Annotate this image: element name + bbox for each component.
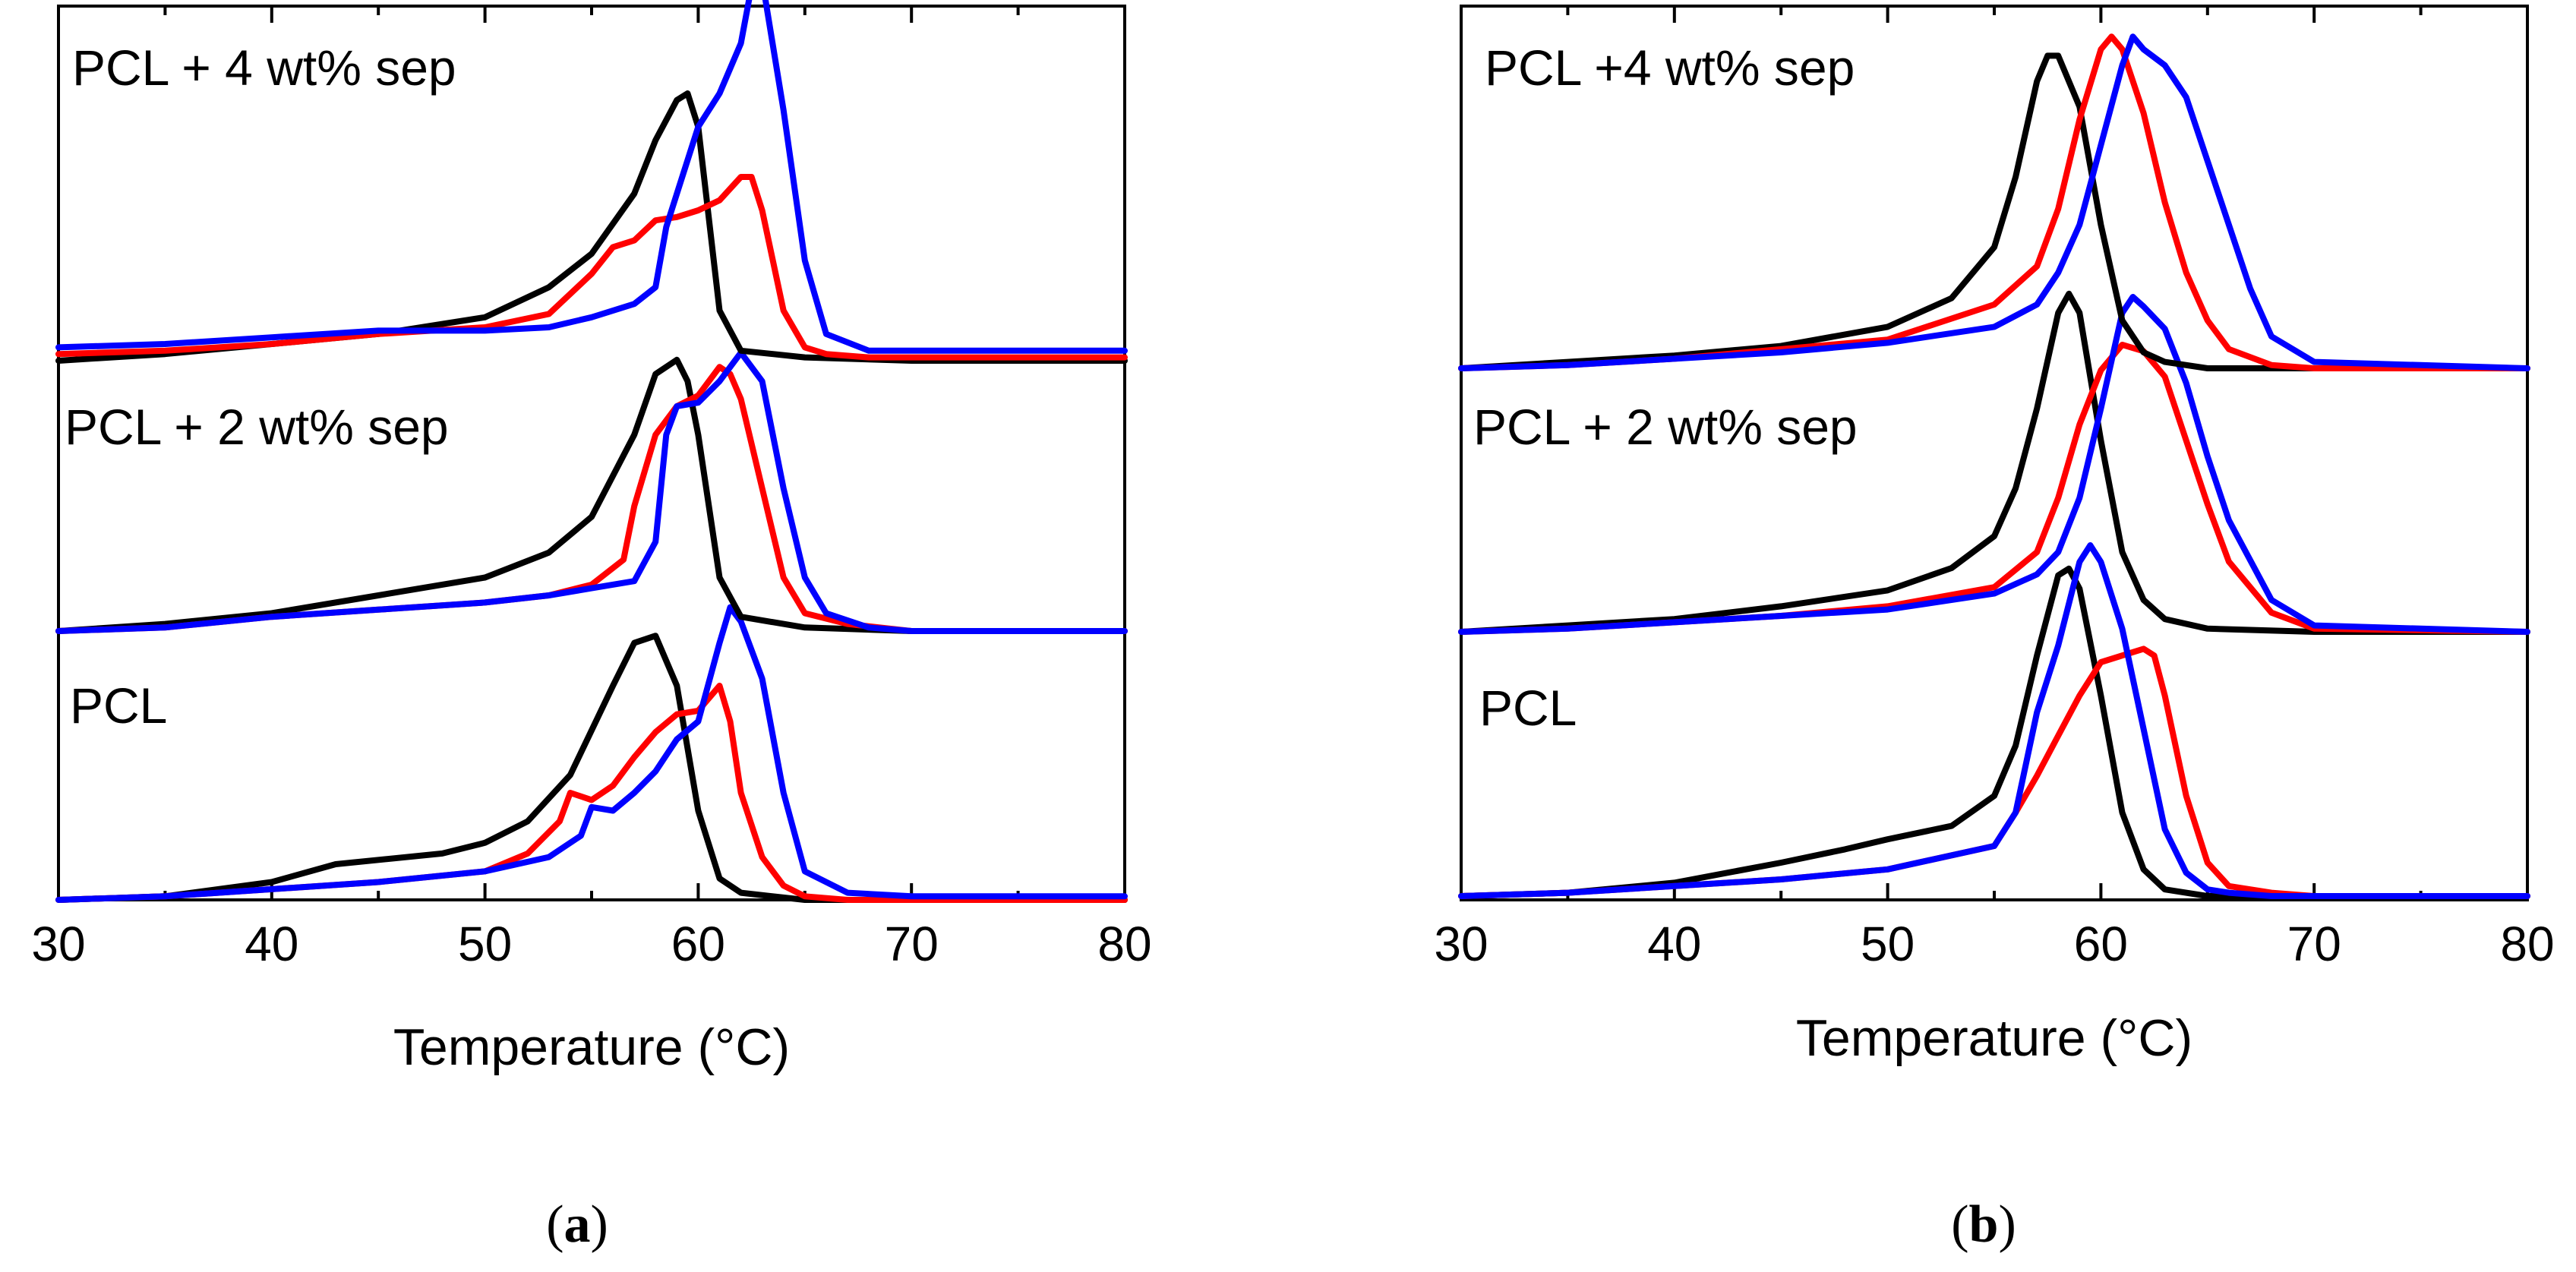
blue-series-line [1458, 542, 2530, 899]
blue-series-line [1458, 294, 2530, 635]
red-series-line [55, 683, 1128, 903]
red-series-line [1458, 342, 2530, 635]
x-tick-label: 50 [458, 917, 512, 971]
blue-series-line [1458, 33, 2530, 371]
x-tick-label: 40 [1647, 917, 1701, 971]
blue-series-line [55, 604, 1128, 903]
trace-label: PCL + 4 wt% sep [72, 39, 456, 96]
trace-group [55, 349, 1128, 634]
x-tick-label: 80 [2500, 917, 2554, 971]
panel-b-chart: 30 40 50 60 70 80 Temperature (°C) (b) PCL PCL + … [1434, 5, 2555, 1254]
panel-a-chart: 30 40 50 60 70 80 Temperature (°C) (a) PCL PCL + … [31, 0, 1152, 1254]
blue-series-line [55, 349, 1128, 634]
trace-label: PCL +4 wt% sep [1485, 39, 1855, 96]
x-tick-label: 60 [671, 917, 725, 971]
black-series-line [1458, 52, 2530, 371]
x-tick-label: 60 [2074, 917, 2128, 971]
trace-label: PCL + 2 wt% sep [1473, 399, 1858, 455]
red-series-line [1458, 645, 2530, 899]
trace-group [1458, 33, 2530, 371]
trace-group [55, 604, 1128, 903]
black-series-line [55, 90, 1128, 364]
trace-group [1458, 542, 2530, 899]
x-tick-label: 70 [2287, 917, 2341, 971]
x-tick-label: 70 [885, 917, 939, 971]
trace-group [55, 0, 1128, 364]
panel-label: (a) [546, 1195, 608, 1254]
x-tick-label: 30 [1434, 917, 1488, 971]
x-axis-title: Temperature (°C) [1796, 1009, 2192, 1067]
black-series-line [55, 356, 1128, 634]
x-tick-label: 30 [31, 917, 85, 971]
trace-group [1458, 290, 2530, 635]
red-series-line [55, 174, 1128, 361]
blue-series-line [55, 0, 1128, 354]
black-series-line [55, 633, 1128, 903]
trace-label: PCL [70, 677, 167, 734]
x-tick-label: 80 [1097, 917, 1151, 971]
x-axis-title: Temperature (°C) [393, 1018, 790, 1076]
trace-label: PCL + 2 wt% sep [65, 399, 449, 455]
red-series-line [1458, 33, 2530, 371]
black-series-line [1458, 565, 2530, 899]
x-tick-label: 50 [1861, 917, 1915, 971]
trace-label: PCL [1479, 680, 1577, 736]
x-tick-label: 40 [245, 917, 298, 971]
panel-label: (b) [1951, 1195, 2016, 1254]
black-series-line [1458, 290, 2530, 635]
